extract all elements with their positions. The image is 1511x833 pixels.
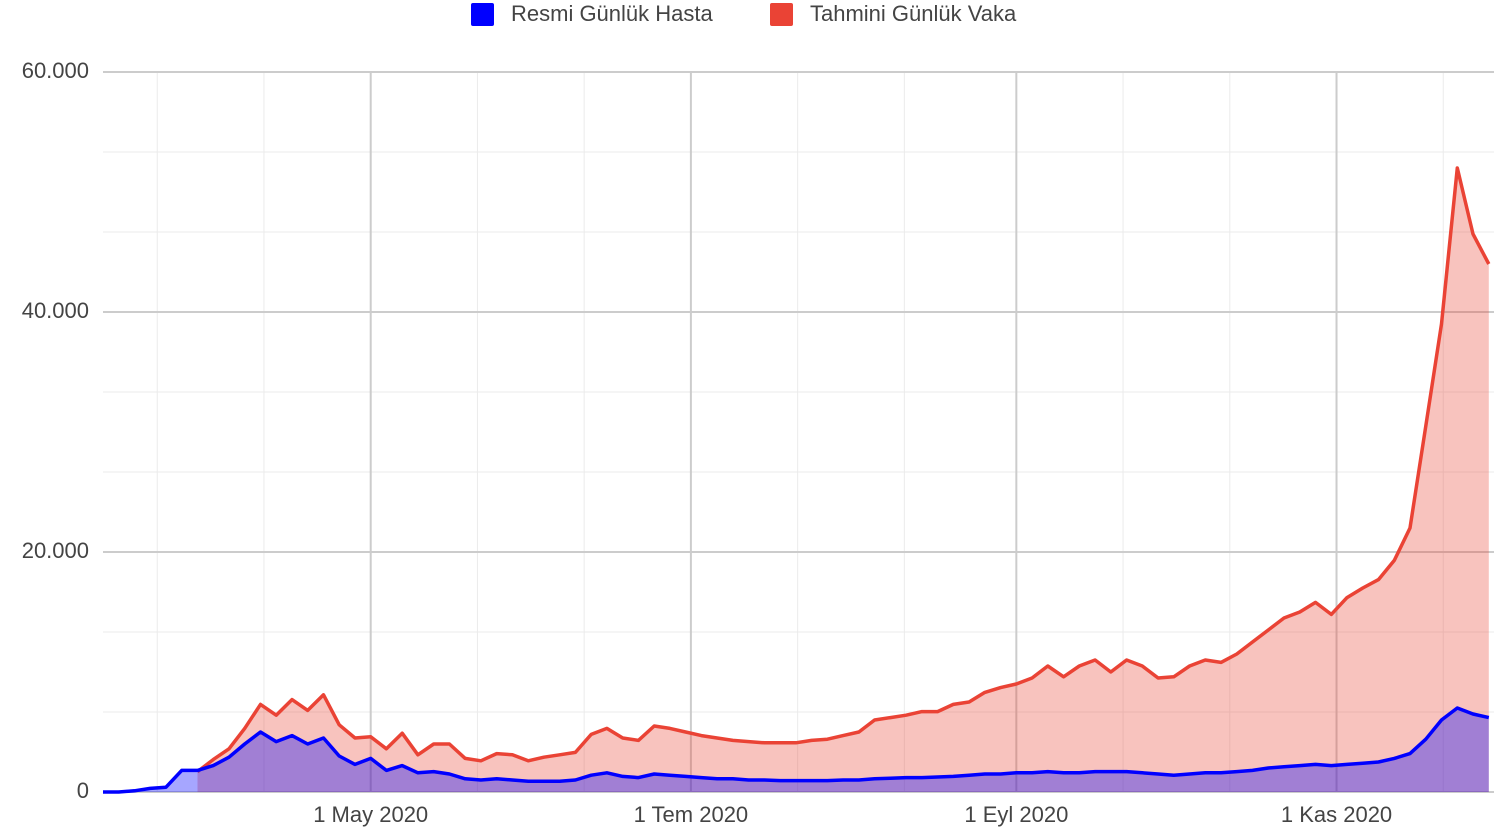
legend-swatch [471, 3, 494, 26]
y-tick-label: 20.000 [22, 538, 89, 563]
x-tick-label: 1 Kas 2020 [1281, 802, 1392, 827]
line [103, 706, 1490, 794]
legend-label: Resmi Günlük Hasta [511, 1, 714, 26]
y-tick-label: 60.000 [22, 58, 89, 83]
area [103, 708, 1489, 792]
y-tick-label: 0 [77, 778, 89, 803]
x-tick-label: 1 Tem 2020 [634, 802, 749, 827]
area [197, 168, 1489, 792]
y-tick-label: 40.000 [22, 298, 89, 323]
line [196, 166, 1491, 773]
x-tick-label: 1 Eyl 2020 [964, 802, 1068, 827]
legend-swatch [770, 3, 793, 26]
legend-label: Tahmini Günlük Vaka [810, 1, 1017, 26]
x-tick-label: 1 May 2020 [313, 802, 428, 827]
